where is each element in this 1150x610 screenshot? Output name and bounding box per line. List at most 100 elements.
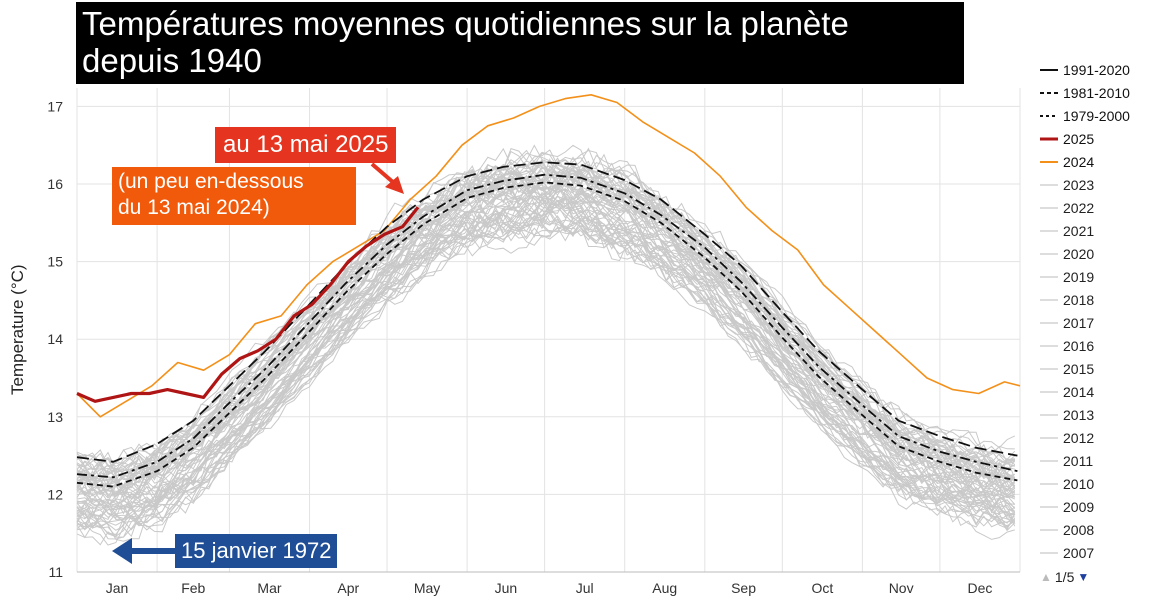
other-year-line: [76, 208, 1016, 532]
legend-label: 2016: [1063, 337, 1095, 354]
legend-item[interactable]: 2019: [1040, 265, 1148, 288]
legend-item[interactable]: 1991-2020: [1040, 58, 1148, 81]
y-tick-label: 14: [47, 331, 63, 347]
legend-item[interactable]: 2015: [1040, 357, 1148, 380]
legend-swatch: [1040, 298, 1058, 301]
legend-label: 2015: [1063, 360, 1095, 377]
y-tick-label: 16: [47, 176, 63, 192]
legend-pager: ▲ 1/5 ▼: [1040, 569, 1089, 585]
legend-swatch: [1040, 436, 1058, 439]
legend-item[interactable]: 2016: [1040, 334, 1148, 357]
legend-item[interactable]: 2009: [1040, 495, 1148, 518]
pager-label: 1/5: [1054, 569, 1075, 585]
legend-item[interactable]: 2022: [1040, 196, 1148, 219]
legend-item[interactable]: 1979-2000: [1040, 104, 1148, 127]
legend-swatch: [1040, 390, 1058, 393]
other-year-line: [76, 215, 1016, 529]
other-year-line: [76, 170, 1016, 502]
axes: 11 12 13 14 15 16 17 Jan Feb Mar Apr May Jun Jul Aug Se…: [47, 98, 1020, 596]
legend-label: 2021: [1063, 222, 1095, 239]
legend-swatch: [1040, 482, 1058, 485]
legend-item[interactable]: 2014: [1040, 380, 1148, 403]
legend-swatch: [1040, 528, 1058, 531]
x-tick-label: Jan: [106, 580, 129, 596]
other-year-line: [76, 152, 1015, 475]
x-tick-label: Dec: [968, 580, 993, 596]
legend-label: 2009: [1063, 498, 1095, 515]
other-year-line: [76, 201, 1016, 542]
other-year-line: [76, 200, 1016, 519]
y-tick-label: 15: [47, 254, 63, 270]
other-year-line: [76, 171, 1016, 496]
legend-swatch: [1040, 252, 1058, 255]
x-tick-label: Mar: [257, 580, 281, 596]
legend-item[interactable]: 1981-2010: [1040, 81, 1148, 104]
x-tick-label: Jul: [576, 580, 594, 596]
other-year-line: [76, 213, 1016, 528]
legend-item[interactable]: 2024: [1040, 150, 1148, 173]
legend-label: 2012: [1063, 429, 1095, 446]
legend-item[interactable]: 2021: [1040, 219, 1148, 242]
y-tick-label: 17: [47, 98, 63, 114]
y-tick-label: 11: [48, 564, 63, 580]
arrow-2025: [370, 162, 396, 185]
legend-label: 2019: [1063, 268, 1095, 285]
legend-swatch: [1040, 459, 1058, 462]
other-year-line: [76, 208, 1015, 531]
other-year-line: [76, 196, 1015, 521]
legend-item[interactable]: 2012: [1040, 426, 1148, 449]
other-year-line: [76, 202, 1015, 524]
legend-item[interactable]: 2018: [1040, 288, 1148, 311]
arrowhead-2025: [385, 176, 404, 194]
legend-item[interactable]: 2023: [1040, 173, 1148, 196]
legend-swatch: [1040, 183, 1058, 186]
legend-swatch: [1040, 413, 1058, 416]
legend-swatch: [1040, 505, 1058, 508]
series-line-2025: [76, 206, 420, 403]
legend-item[interactable]: 2025: [1040, 127, 1148, 150]
legend-item[interactable]: 2010: [1040, 472, 1148, 495]
legend-item[interactable]: 2008: [1040, 518, 1148, 541]
x-tick-label: Nov: [889, 580, 914, 596]
legend-label: 2011: [1063, 452, 1094, 469]
legend-label: 2010: [1063, 475, 1095, 492]
legend-label: 2013: [1063, 406, 1095, 423]
other-year-line: [76, 144, 1015, 480]
triangle-up-icon[interactable]: ▲: [1040, 570, 1052, 584]
legend-item[interactable]: 2007: [1040, 541, 1148, 564]
x-tick-label: Jun: [495, 580, 518, 596]
legend-swatch: [1040, 91, 1058, 94]
legend-swatch: [1040, 229, 1058, 232]
triangle-down-icon[interactable]: ▼: [1077, 570, 1090, 584]
legend-label: 2014: [1063, 383, 1095, 400]
other-year-line: [76, 197, 1016, 527]
legend-swatch: [1040, 160, 1058, 163]
other-year-line: [76, 159, 1016, 470]
other-year-line: [76, 212, 1016, 535]
x-tick-label: Sep: [731, 580, 756, 596]
x-tick-label: Apr: [337, 580, 359, 596]
other-year-line: [76, 224, 1016, 540]
legend-swatch: [1040, 367, 1058, 370]
legend-item[interactable]: 2011: [1040, 449, 1148, 472]
y-axis-title: Temperature (°C): [8, 264, 27, 395]
other-year-line: [76, 144, 1016, 468]
legend-item[interactable]: 2013: [1040, 403, 1148, 426]
legend-label: 1979-2000: [1063, 107, 1130, 124]
legend-item[interactable]: 2020: [1040, 242, 1148, 265]
highlighted-series: [76, 94, 1021, 564]
x-tick-label: Oct: [811, 580, 833, 596]
series-line-1981-2010: [76, 173, 1018, 479]
legend-swatch: [1040, 137, 1058, 140]
legend-label: 2025: [1063, 130, 1095, 147]
legend-label: 2017: [1063, 314, 1095, 331]
series-line-1979-2000: [76, 181, 1018, 488]
y-tick-label: 12: [47, 486, 63, 502]
y-tick-label: 13: [47, 409, 63, 425]
other-year-line: [76, 195, 1016, 531]
annotation-1972: 15 janvier 1972: [175, 534, 338, 568]
legend-label: 2024: [1063, 153, 1095, 170]
legend-swatch: [1040, 114, 1058, 117]
legend-item[interactable]: 2017: [1040, 311, 1148, 334]
